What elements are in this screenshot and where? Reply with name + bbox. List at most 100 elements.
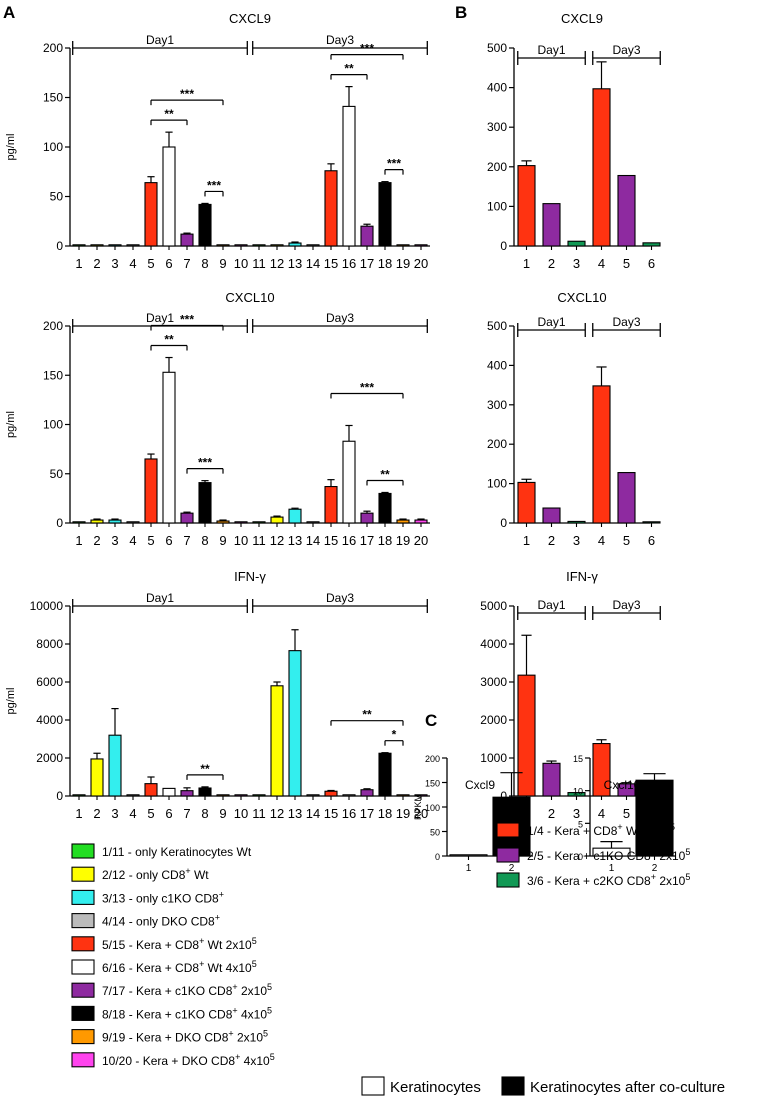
x-tick-label: 10 [234,806,248,821]
legend-swatch [71,866,95,882]
bar [617,472,636,524]
bar [72,794,86,797]
legend-label-superscript: 5 [685,847,690,857]
significance-label: *** [198,456,212,470]
bar [378,752,392,797]
bar [567,520,586,524]
y-axis-label: RPKM [413,794,423,820]
bar [360,789,374,797]
bar [198,203,212,247]
y-tick-label: 5 [578,819,583,829]
legend-swatch [71,982,95,998]
legend-label-text: 3/13 - only c1KO CD8 [102,891,219,905]
y-tick-label: 15 [573,754,583,764]
bar [378,182,392,247]
legend-panel-b: 1/4 - Kera + CD8+ Wt 2x105 2/5 - Kera + c… [496,822,690,888]
bar [270,244,284,247]
group-label: Day3 [612,315,640,329]
x-tick-label: 9 [219,806,226,821]
bar [180,790,194,797]
x-tick-label: 16 [342,806,356,821]
legend-swatch [496,847,520,863]
legend-label-text: 2/5 - Kera + c1KO CD8 [527,849,651,863]
legend-label-superscript: + [235,1052,240,1062]
legend-label-superscript: + [232,982,237,992]
group-label: Day1 [537,315,565,329]
x-tick-label: 4 [598,533,605,548]
legend-label: 9/19 - Kera + DKO CD8+ 2x105 [102,1029,268,1045]
bar [180,233,194,247]
bar [216,244,230,247]
y-tick-label: 300 [487,398,507,412]
legend-label-text: 2x10 [656,874,686,888]
bar [306,521,320,524]
x-tick-label: 5 [623,256,630,271]
x-tick-label: 19 [396,256,410,271]
bar [306,794,320,797]
bar [396,794,410,797]
bar [324,170,338,247]
bar [324,486,338,524]
legend-swatch [71,1029,95,1045]
legend-label-text: 6/16 - Kera + CD8 [102,961,199,975]
bar [108,734,122,797]
y-tick-label: 100 [43,418,63,432]
legend-label-text: 3/6 - Kera + c2KO CD8 [527,874,651,888]
bar [108,244,122,247]
bar [234,521,248,524]
x-tick-label: 17 [360,806,374,821]
legend-swatch [71,913,95,929]
legend-label: 1/4 - Kera + CD8+ Wt 2x105 [527,822,675,838]
legend-label-superscript: + [228,1029,233,1039]
y-tick-label: 5000 [480,599,507,613]
bar [306,244,320,247]
y-axis-label: pg/ml [5,411,17,438]
bar [342,105,356,247]
x-tick-label: 3 [573,256,580,271]
legend-label-text: 2x10 [656,849,686,863]
y-tick-label: 0 [500,516,507,530]
y-tick-label: 100 [43,140,63,154]
y-tick-label: 0 [578,852,583,862]
legend-label-text: Wt 2x10 [204,938,252,952]
legend-label-superscript: + [185,866,190,876]
bar [252,794,266,797]
legend-label-superscript: 5 [270,1052,275,1062]
x-tick-label: 8 [201,256,208,271]
x-tick-label: 14 [306,256,320,271]
x-tick-label: 2 [652,863,658,874]
legend-label: 1/11 - only Keratinocytes Wt [102,845,252,859]
x-tick-label: 3 [573,533,580,548]
bar [288,508,302,524]
legend-label-text: Wt 4x10 [204,961,252,975]
bar [449,854,488,857]
significance-label: * [392,728,397,742]
y-tick-label: 1000 [480,751,507,765]
x-tick-label: 2 [93,806,100,821]
x-tick-label: 4 [598,256,605,271]
bar [542,507,561,524]
x-tick-label: 15 [324,533,338,548]
x-tick-label: 12 [270,533,284,548]
x-tick-label: 3 [111,533,118,548]
significance-label: ** [164,107,174,121]
x-tick-label: 14 [306,533,320,548]
bar [288,650,302,797]
legend-label: 10/20 - Kera + DKO CD8+ 4x105 [102,1052,275,1068]
y-tick-label: 3000 [480,675,507,689]
x-tick-label: 3 [573,806,580,821]
legend-label-text: 4x10 [240,1054,270,1068]
legend-label-text: 1/4 - Kera + CD8 [527,824,618,838]
legend-swatch [496,872,520,888]
y-tick-label: 2000 [36,751,63,765]
bar [517,165,536,247]
significance-label: *** [360,42,374,56]
x-tick-label: 19 [396,806,410,821]
x-tick-label: 13 [288,256,302,271]
legend-label-superscript: 5 [670,822,675,832]
x-tick-label: 1 [523,533,530,548]
y-tick-label: 50 [430,828,440,838]
legend-label: 3/13 - only c1KO CD8+ [102,889,224,905]
bar [162,146,176,247]
